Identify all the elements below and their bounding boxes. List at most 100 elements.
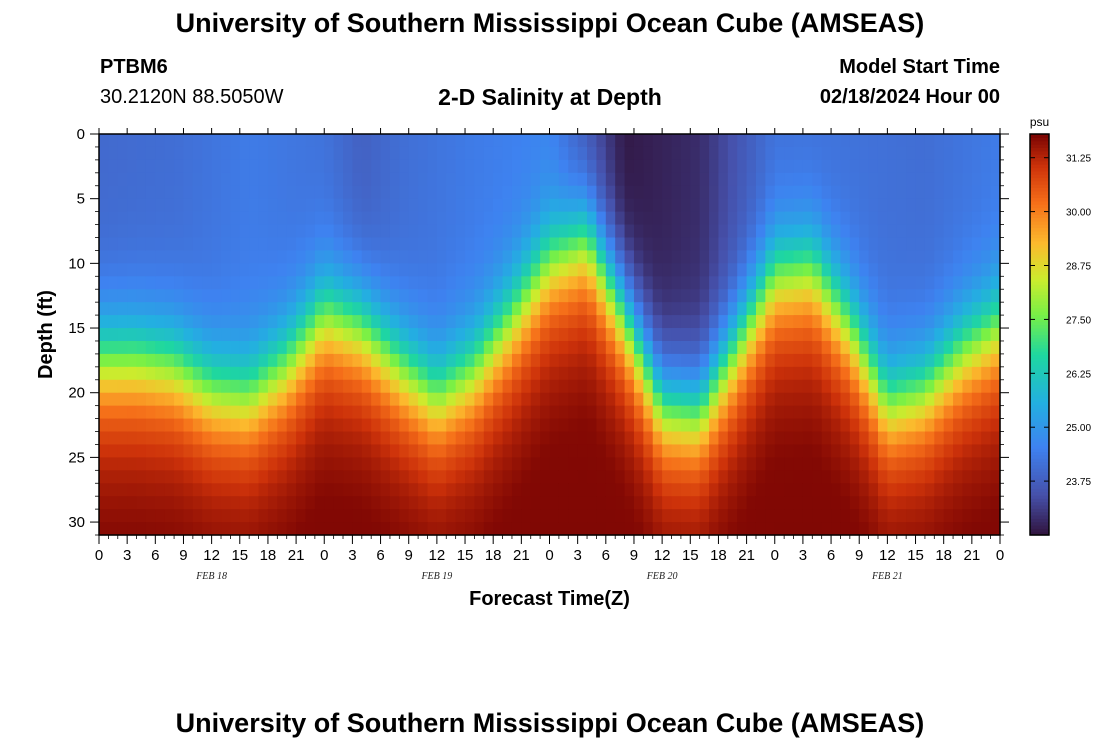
heatmap-cell [896,263,907,277]
heatmap-cell [755,496,766,510]
heatmap-cell [831,185,842,200]
heatmap-cell [765,198,776,213]
heatmap-cell [465,392,476,407]
heatmap-cell [709,457,720,471]
heatmap-cell [953,237,964,252]
heatmap-cell [436,405,447,420]
heatmap-cell [277,379,288,394]
heatmap-cell [727,444,738,458]
heatmap-cell [859,366,870,381]
heatmap-cell [765,392,776,407]
heatmap-cell [164,444,175,458]
heatmap-cell [587,224,598,239]
heatmap-cell [755,276,766,290]
heatmap-cell [211,509,222,523]
heatmap-cell [258,509,269,523]
heatmap-cell [474,211,485,226]
heatmap-cell [286,431,297,446]
heatmap-cell [117,340,128,355]
heatmap-cell [474,405,485,420]
heatmap-cell [343,496,354,510]
heatmap-cell [145,522,156,536]
heatmap-cell [671,405,682,420]
heatmap-cell [746,224,757,239]
heatmap-cell [155,483,166,497]
heatmap-cell [831,496,842,510]
heatmap-cell [511,470,522,484]
heatmap-cell [971,159,982,174]
heatmap-cell [577,146,588,161]
heatmap-cell [436,457,447,471]
heatmap-cell [436,470,447,484]
heatmap-cell [680,496,691,510]
heatmap-cell [455,315,466,329]
heatmap-cell [230,185,241,200]
heatmap-cell [286,198,297,213]
heatmap-cell [436,250,447,264]
colorbar-step [1030,260,1049,265]
heatmap-cell [990,172,1001,187]
heatmap-cell [155,134,166,148]
x-tick-label: 21 [738,547,755,564]
heatmap-cell [812,172,823,187]
heatmap-cell [840,353,851,368]
heatmap-cell [230,211,241,226]
heatmap-cell [953,418,964,433]
heatmap-cell [333,509,344,523]
heatmap-cell [117,405,128,420]
heatmap-cell [474,198,485,213]
heatmap-cell [99,366,109,381]
heatmap-cell [249,366,260,381]
heatmap-cell [502,159,513,174]
heatmap-cell [483,496,494,510]
heatmap-cell [934,522,945,536]
heatmap-cell [868,198,879,213]
heatmap-cell [239,379,250,394]
heatmap-cell [831,159,842,174]
footer-title: University of Southern Mississippi Ocean… [175,708,925,738]
heatmap-cell [737,483,748,497]
heatmap-cell [511,496,522,510]
heatmap-cell [765,134,776,148]
heatmap-cell [896,172,907,187]
heatmap-cell [727,289,738,303]
heatmap-cell [877,444,888,458]
heatmap-cell [540,522,551,536]
heatmap-cell [267,522,278,536]
heatmap-cell [108,470,119,484]
heatmap-cell [981,302,992,316]
heatmap-cell [624,237,635,252]
heatmap-cell [868,353,879,368]
heatmap-cell [971,211,982,226]
heatmap-cell [145,237,156,252]
heatmap-cell [521,276,532,290]
heatmap-cell [943,302,954,316]
heatmap-cell [267,457,278,471]
heatmap-cell [877,366,888,381]
heatmap-cell [343,470,354,484]
heatmap-cell [127,509,138,523]
heatmap-cell [343,198,354,213]
heatmap-cell [230,457,241,471]
heatmap-cell [296,263,307,277]
heatmap-cell [371,198,382,213]
heatmap-cell [267,483,278,497]
colorbar-step [1030,154,1049,158]
colorbar-step [1030,374,1049,379]
heatmap-cell [662,302,673,316]
heatmap-cell [521,146,532,161]
heatmap-cell [324,224,335,239]
heatmap-cell [915,289,926,303]
heatmap-cell [849,134,860,148]
heatmap-cell [502,250,513,264]
heatmap-cell [127,470,138,484]
heatmap-cell [868,250,879,264]
heatmap-cell [737,211,748,226]
heatmap-cell [906,509,917,523]
heatmap-cell [277,159,288,174]
heatmap-cell [136,224,147,239]
heatmap-cell [906,276,917,290]
heatmap-cell [117,224,128,239]
heatmap-cell [202,366,213,381]
heatmap-cell [699,496,710,510]
